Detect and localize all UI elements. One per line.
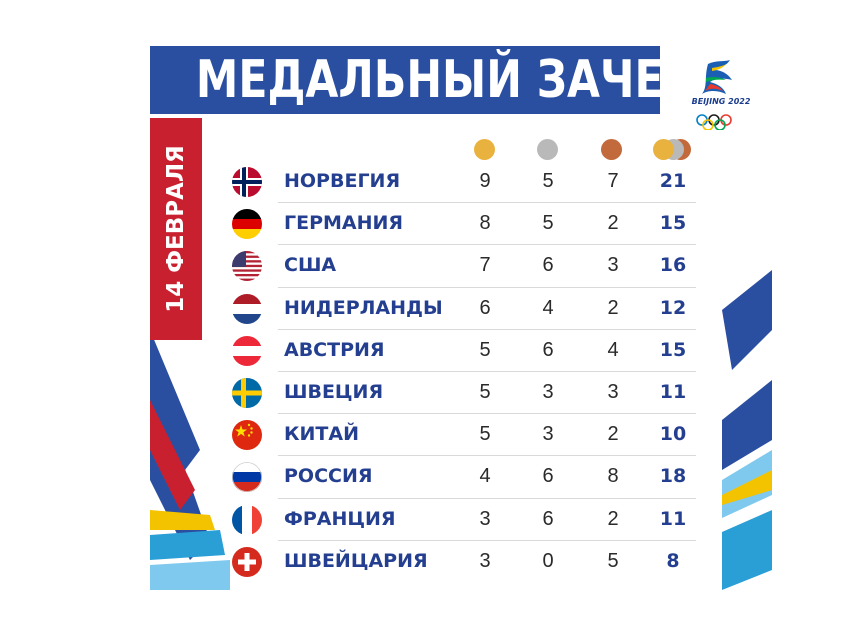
silver-count: 4	[542, 296, 554, 319]
china-flag-icon	[232, 420, 262, 451]
country-name: ШВЕЦИЯ	[284, 381, 384, 403]
silver-count: 5	[542, 212, 554, 235]
row-divider	[278, 371, 696, 372]
gold-count: 5	[479, 423, 491, 446]
row-divider	[278, 455, 696, 457]
silver-count: 3	[542, 423, 554, 446]
gold-count: 8	[479, 212, 491, 235]
bronze-count: 2	[607, 423, 619, 446]
logo-text: BEIJING 2022	[691, 97, 751, 106]
total-count: 15	[659, 212, 687, 235]
switzerland-flag-icon	[232, 546, 262, 577]
date-label: 14 ФЕВРАЛЯ	[163, 145, 189, 313]
bronze-count: 4	[607, 338, 619, 361]
bronze-medal-icon	[601, 139, 622, 160]
page-title: МЕДАЛЬНЫЙ ЗАЧЕТ	[195, 50, 693, 110]
table-row: НИДЕРЛАНДЫ 6 4 2 12	[230, 287, 700, 329]
gold-count: 5	[479, 338, 491, 361]
row-divider	[278, 497, 696, 499]
table-row: ШВЕЙЦАРИЯ 3 0 5 8	[230, 540, 700, 582]
norway-flag-icon	[232, 167, 262, 197]
total-count: 12	[659, 296, 687, 319]
gold-count: 6	[479, 296, 491, 319]
table-row: ГЕРМАНИЯ 8 5 2 15	[230, 202, 700, 244]
country-name: КИТАЙ	[284, 423, 359, 446]
row-divider	[278, 244, 696, 246]
gold-count: 3	[479, 549, 491, 572]
silver-count: 6	[542, 507, 554, 530]
row-divider	[278, 413, 696, 415]
table-row: КИТАЙ 5 3 2 10	[230, 413, 700, 455]
table-row: РОССИЯ 4 6 8 18	[230, 455, 700, 497]
table-row: ШВЕЦИЯ 5 3 3 11	[230, 371, 700, 413]
austria-flag-icon	[232, 335, 262, 366]
decorative-stripes-right	[722, 270, 772, 590]
silver-count: 0	[542, 549, 554, 572]
row-divider	[278, 328, 696, 330]
france-flag-icon	[232, 504, 262, 535]
total-count: 11	[659, 381, 687, 403]
total-count: 21	[659, 170, 687, 192]
bronze-count: 8	[607, 465, 619, 488]
row-divider	[278, 539, 696, 541]
row-divider	[278, 202, 696, 204]
silver-count: 6	[542, 338, 554, 361]
row-divider	[278, 286, 696, 288]
gold-count: 4	[479, 465, 491, 488]
table-row: ФРАНЦИЯ 3 6 2 11	[230, 498, 700, 540]
total-count: 16	[659, 254, 687, 277]
silver-medal-icon	[537, 139, 558, 160]
country-name: США	[284, 254, 337, 277]
total-count: 11	[659, 507, 687, 530]
gold-medal-icon	[474, 139, 495, 160]
sweden-flag-icon	[232, 378, 262, 408]
country-name: НОРВЕГИЯ	[284, 170, 401, 192]
table-row: АВСТРИЯ 5 6 4 15	[230, 329, 700, 371]
country-name: ШВЕЙЦАРИЯ	[284, 549, 428, 572]
total-count: 8	[666, 549, 680, 572]
date-label-container: 14 ФЕВРАЛЯ	[150, 118, 202, 340]
table-row: НОРВЕГИЯ 9 5 7 21	[230, 160, 700, 202]
bronze-count: 3	[607, 381, 619, 403]
bronze-count: 3	[607, 254, 619, 277]
bronze-count: 2	[607, 212, 619, 235]
gold-count: 7	[479, 254, 491, 277]
date-banner	[150, 118, 202, 340]
country-name: РОССИЯ	[284, 465, 373, 488]
bronze-count: 5	[607, 549, 619, 572]
title-banner	[150, 46, 660, 114]
country-name: НИДЕРЛАНДЫ	[284, 296, 443, 319]
netherlands-flag-icon	[232, 293, 262, 324]
silver-count: 5	[542, 170, 554, 192]
beijing-2022-logo	[696, 60, 732, 130]
total-medals-icon	[650, 139, 694, 160]
germany-flag-icon	[232, 209, 262, 240]
gold-count: 3	[479, 507, 491, 530]
decorative-stripes-left	[150, 330, 230, 590]
country-name: ФРАНЦИЯ	[284, 507, 396, 530]
country-name: АВСТРИЯ	[284, 338, 385, 361]
gold-count: 9	[479, 170, 491, 192]
gold-count: 5	[479, 381, 491, 403]
total-count: 18	[659, 465, 687, 488]
total-count: 10	[659, 423, 687, 446]
usa-flag-icon	[232, 251, 262, 282]
silver-count: 6	[542, 465, 554, 488]
bronze-count: 2	[607, 296, 619, 319]
table-row: США 7 6 3 16	[230, 244, 700, 286]
russia-flag-icon	[232, 462, 262, 493]
silver-count: 3	[542, 381, 554, 403]
total-count: 15	[659, 338, 687, 361]
country-name: ГЕРМАНИЯ	[284, 212, 404, 235]
silver-count: 6	[542, 254, 554, 277]
bronze-count: 7	[607, 170, 619, 192]
bronze-count: 2	[607, 507, 619, 530]
